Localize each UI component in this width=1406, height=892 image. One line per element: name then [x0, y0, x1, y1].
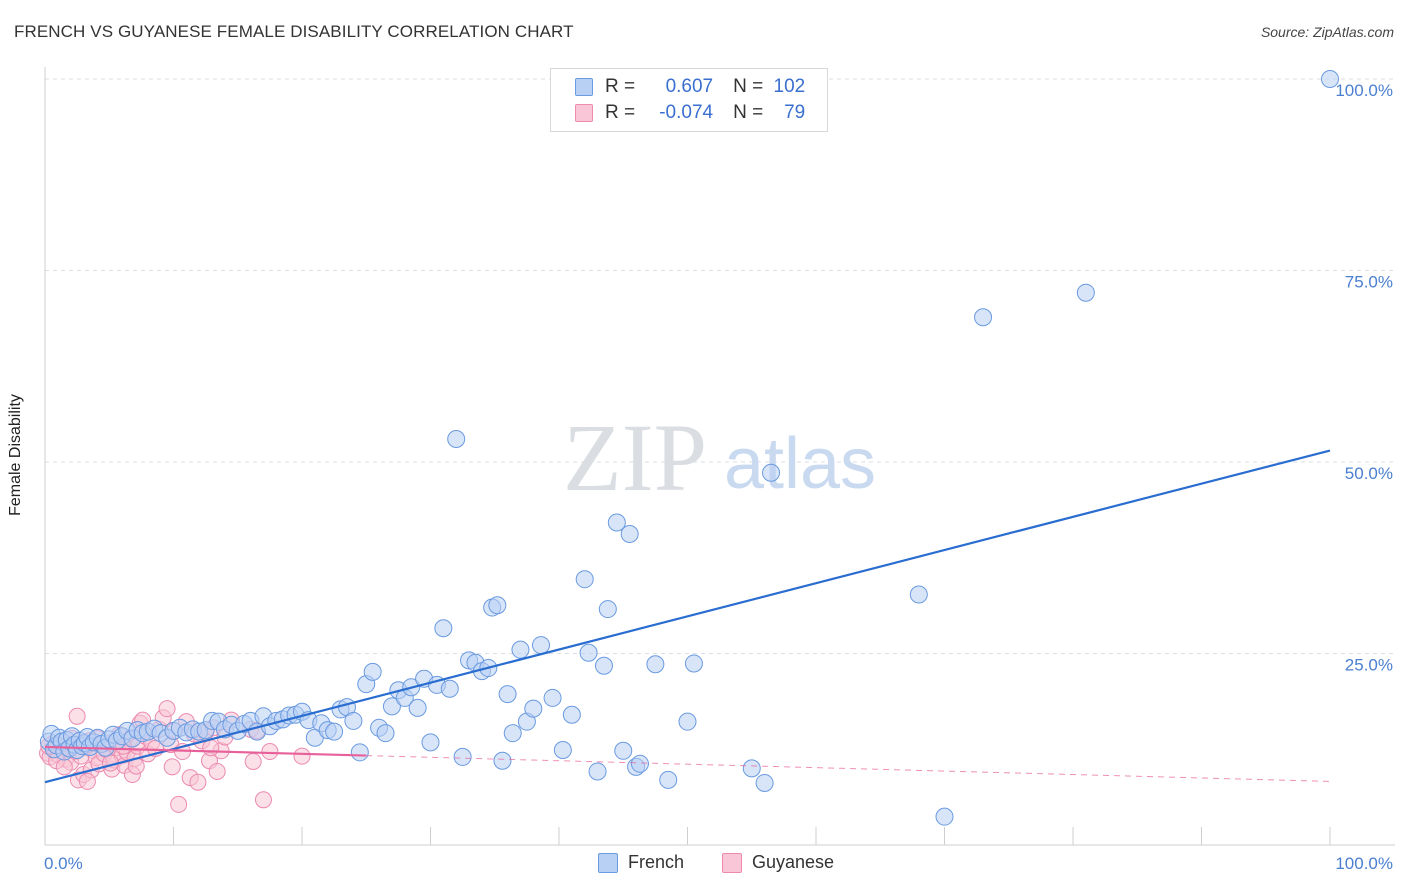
legend-item-guyanese[interactable]: Guyanese: [722, 852, 834, 873]
legend-row-guyanese: R = -0.074 N = 79: [575, 100, 805, 126]
french-point: [1076, 283, 1095, 302]
french-point: [440, 679, 459, 698]
french-point: [659, 770, 678, 789]
french-point: [678, 712, 697, 731]
french-point: [909, 585, 928, 604]
guyanese-point: [261, 743, 279, 761]
french-point: [434, 619, 453, 638]
legend-n-value: 79: [784, 102, 806, 123]
french-point: [755, 773, 774, 792]
grid: [45, 78, 1395, 654]
french-point: [408, 698, 427, 717]
french-point: [762, 463, 781, 482]
french-point: [742, 759, 761, 778]
source-label: Source: ZipAtlas.com: [1260, 24, 1394, 40]
guyanese-point: [78, 772, 96, 790]
watermark-zip: ZIP: [563, 404, 707, 511]
french-point: [344, 711, 363, 730]
french-point: [684, 654, 703, 673]
french-point: [453, 747, 472, 766]
french-point: [524, 699, 543, 718]
guyanese-point: [68, 707, 86, 725]
guyanese-point: [244, 753, 262, 771]
legend-swatch-guyanese: [575, 104, 593, 122]
french-point: [543, 688, 562, 707]
y-axis-label: Female Disability: [7, 394, 24, 516]
french-point: [325, 722, 344, 741]
guyanese-point: [293, 747, 311, 765]
legend-label-french: French: [628, 852, 685, 872]
french-point: [607, 513, 626, 532]
french-point: [575, 570, 594, 589]
french-point: [594, 656, 613, 675]
legend-r-label: R =: [605, 102, 636, 123]
y-tick-label: 50.0%: [1345, 464, 1393, 483]
axes: [44, 67, 1395, 846]
french-point: [447, 430, 466, 449]
french-point: [588, 762, 607, 781]
french-point: [646, 655, 665, 674]
french-point: [935, 807, 954, 826]
french-point: [562, 705, 581, 724]
french-trend-line: [44, 449, 1331, 784]
x-tick-label: 100.0%: [1335, 854, 1393, 873]
legend-label-guyanese: Guyanese: [752, 852, 835, 872]
legend-r-value: -0.074: [659, 102, 714, 123]
legend-item-french[interactable]: French: [598, 852, 684, 873]
french-point: [579, 643, 598, 662]
french-point: [363, 662, 382, 681]
watermark-atlas: atlas: [724, 424, 876, 504]
legend-r-value: 0.607: [665, 76, 714, 97]
guyanese-point: [254, 791, 272, 809]
french-point: [598, 600, 617, 619]
french-point: [498, 685, 517, 704]
guyanese-point: [208, 762, 226, 780]
guyanese-point: [202, 739, 220, 757]
french-point: [350, 743, 369, 762]
french-point: [630, 754, 649, 773]
french-point: [382, 697, 401, 716]
correlation-legend: R = 0.607 N = 102 R = -0.074 N = 79: [550, 68, 828, 132]
legend-swatch-french: [575, 78, 593, 96]
guyanese-trend-line: [44, 745, 367, 757]
guyanese-point: [163, 758, 181, 776]
legend-r-label: R =: [605, 76, 636, 97]
french-point: [614, 741, 633, 760]
y-tick-label: 100.0%: [1335, 81, 1393, 100]
legend-n-label: N =: [733, 76, 764, 97]
french-point: [620, 525, 639, 544]
legend-n-label: N =: [733, 102, 764, 123]
french-point: [553, 741, 572, 760]
legend-n-value: 102: [773, 76, 806, 97]
tick-labels: 25.0% 50.0% 75.0% 100.0% 0.0% 100.0%: [44, 81, 1393, 873]
french-point: [532, 636, 551, 655]
chart-title: FRENCH VS GUYANESE FEMALE DISABILITY COR…: [14, 22, 574, 41]
legend-swatch-french: [598, 852, 618, 873]
legend-row-french: R = 0.607 N = 102: [575, 74, 805, 100]
french-point: [503, 724, 522, 743]
series-legend: French Guyanese: [0, 852, 1406, 878]
french-point: [1321, 70, 1339, 88]
y-tick-label: 75.0%: [1345, 273, 1393, 292]
guyanese-point: [158, 700, 176, 718]
french-point: [493, 751, 512, 770]
x-tick-label: 0.0%: [44, 854, 83, 873]
trend-lines: [44, 449, 1331, 784]
french-point: [376, 724, 395, 743]
guyanese-trend-extension: [366, 755, 1331, 782]
legend-swatch-guyanese: [722, 852, 742, 873]
guyanese-point: [189, 773, 207, 791]
french-point: [488, 596, 507, 615]
french-point: [974, 308, 993, 327]
french-point: [421, 733, 440, 752]
guyanese-point: [170, 795, 188, 813]
french-point: [511, 640, 530, 659]
guyanese-point: [55, 758, 73, 776]
y-tick-label: 25.0%: [1345, 656, 1393, 675]
